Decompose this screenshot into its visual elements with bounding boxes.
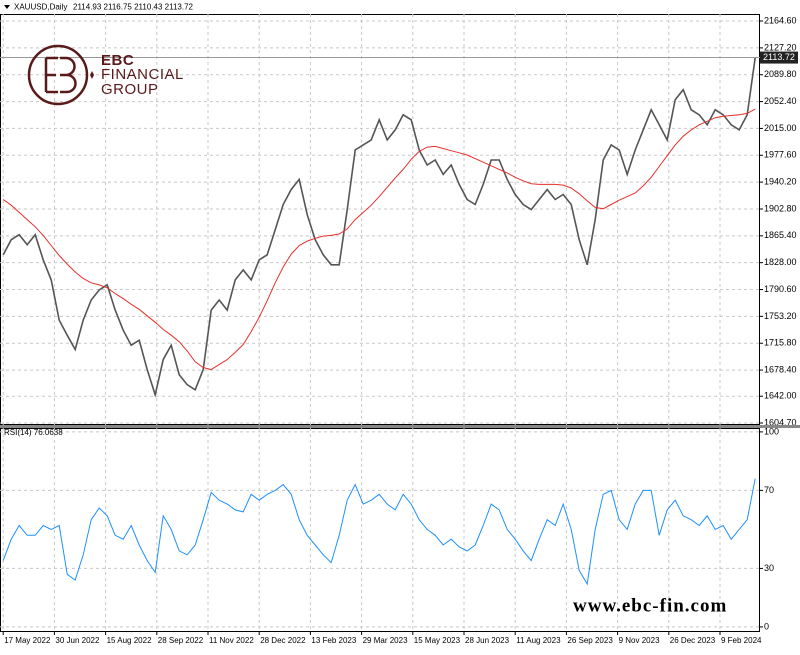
last-price-box	[760, 51, 798, 64]
logo-mark	[44, 56, 77, 94]
logo-star	[90, 71, 94, 79]
y-tick-label: 1977.60	[764, 150, 797, 160]
pane-divider	[0, 425, 800, 428]
y-tick-label: 1902.80	[764, 203, 797, 213]
pane-frame	[0, 14, 760, 425]
y-tick-label: 100	[764, 426, 779, 436]
y-tick-label: 2052.40	[764, 96, 797, 106]
y-tick-label: 1865.40	[764, 230, 797, 240]
y-tick-label: 2164.60	[764, 15, 797, 25]
y-tick-label: 2015.00	[764, 123, 797, 133]
x-tick-label: 26 Sep 2023	[567, 636, 613, 645]
chart-title: XAUUSD,Daily	[14, 3, 67, 12]
series-line	[2, 57, 756, 398]
logo-text: EBC	[101, 52, 134, 69]
x-tick-label: 9 Nov 2023	[619, 636, 660, 645]
x-tick-label: 29 Mar 2023	[363, 636, 408, 645]
last-price-label: 2113.72	[763, 52, 795, 62]
watermark: www.ebc-fin.com	[573, 595, 727, 616]
logo: EBC FINANCIAL GROUP	[27, 44, 184, 106]
x-tick-label: 26 Dec 2023	[670, 636, 716, 645]
pane-frame	[0, 428, 760, 632]
logo-ring	[27, 44, 89, 106]
y-tick-label: 1715.80	[764, 338, 797, 348]
y-tick-label: 0	[764, 621, 769, 631]
x-tick-label: 13 Feb 2023	[311, 636, 356, 645]
chart-title: RSI(14) 76.0638	[4, 428, 63, 437]
plot	[2, 478, 756, 586]
x-tick-label: 28 Jun 2023	[465, 636, 510, 645]
y-tick-label: 1790.60	[764, 284, 797, 294]
x-tick-label: 11 Aug 2023	[516, 636, 561, 645]
x-tick-label: 15 Aug 2022	[107, 636, 152, 645]
x-tick-label: 15 May 2023	[414, 636, 461, 645]
x-tick-label: 17 May 2022	[4, 636, 51, 645]
x-tick-label: 9 Feb 2024	[721, 636, 762, 645]
x-tick-label: 28 Dec 2022	[260, 636, 306, 645]
plot	[2, 57, 756, 398]
x-tick-label: 30 Jun 2022	[55, 636, 100, 645]
y-tick-label: 1940.20	[764, 177, 797, 187]
y-tick-label: 1678.40	[764, 364, 797, 374]
logo-text: FINANCIAL	[101, 66, 184, 83]
x-tick-label: 11 Nov 2022	[209, 636, 254, 645]
y-tick-label: 1828.00	[764, 257, 797, 267]
y-tick-label: 2127.20	[764, 42, 797, 52]
logo-text: GROUP	[101, 81, 159, 98]
y-tick-label: 30	[764, 563, 774, 573]
y-tick-label: 1753.20	[764, 311, 797, 321]
y-tick-label: 1642.00	[764, 391, 797, 401]
symbol-triangle	[4, 5, 10, 9]
y-tick-label: 1604.70	[764, 417, 797, 427]
y-tick-label: 2089.80	[764, 69, 797, 79]
y-tick-label: 70	[764, 485, 774, 495]
series-line	[2, 478, 756, 586]
chart-subtitle: 2114.93 2116.75 2110.43 2113.72	[73, 3, 194, 12]
series-line	[2, 108, 756, 371]
x-tick-label: 28 Sep 2022	[158, 636, 204, 645]
